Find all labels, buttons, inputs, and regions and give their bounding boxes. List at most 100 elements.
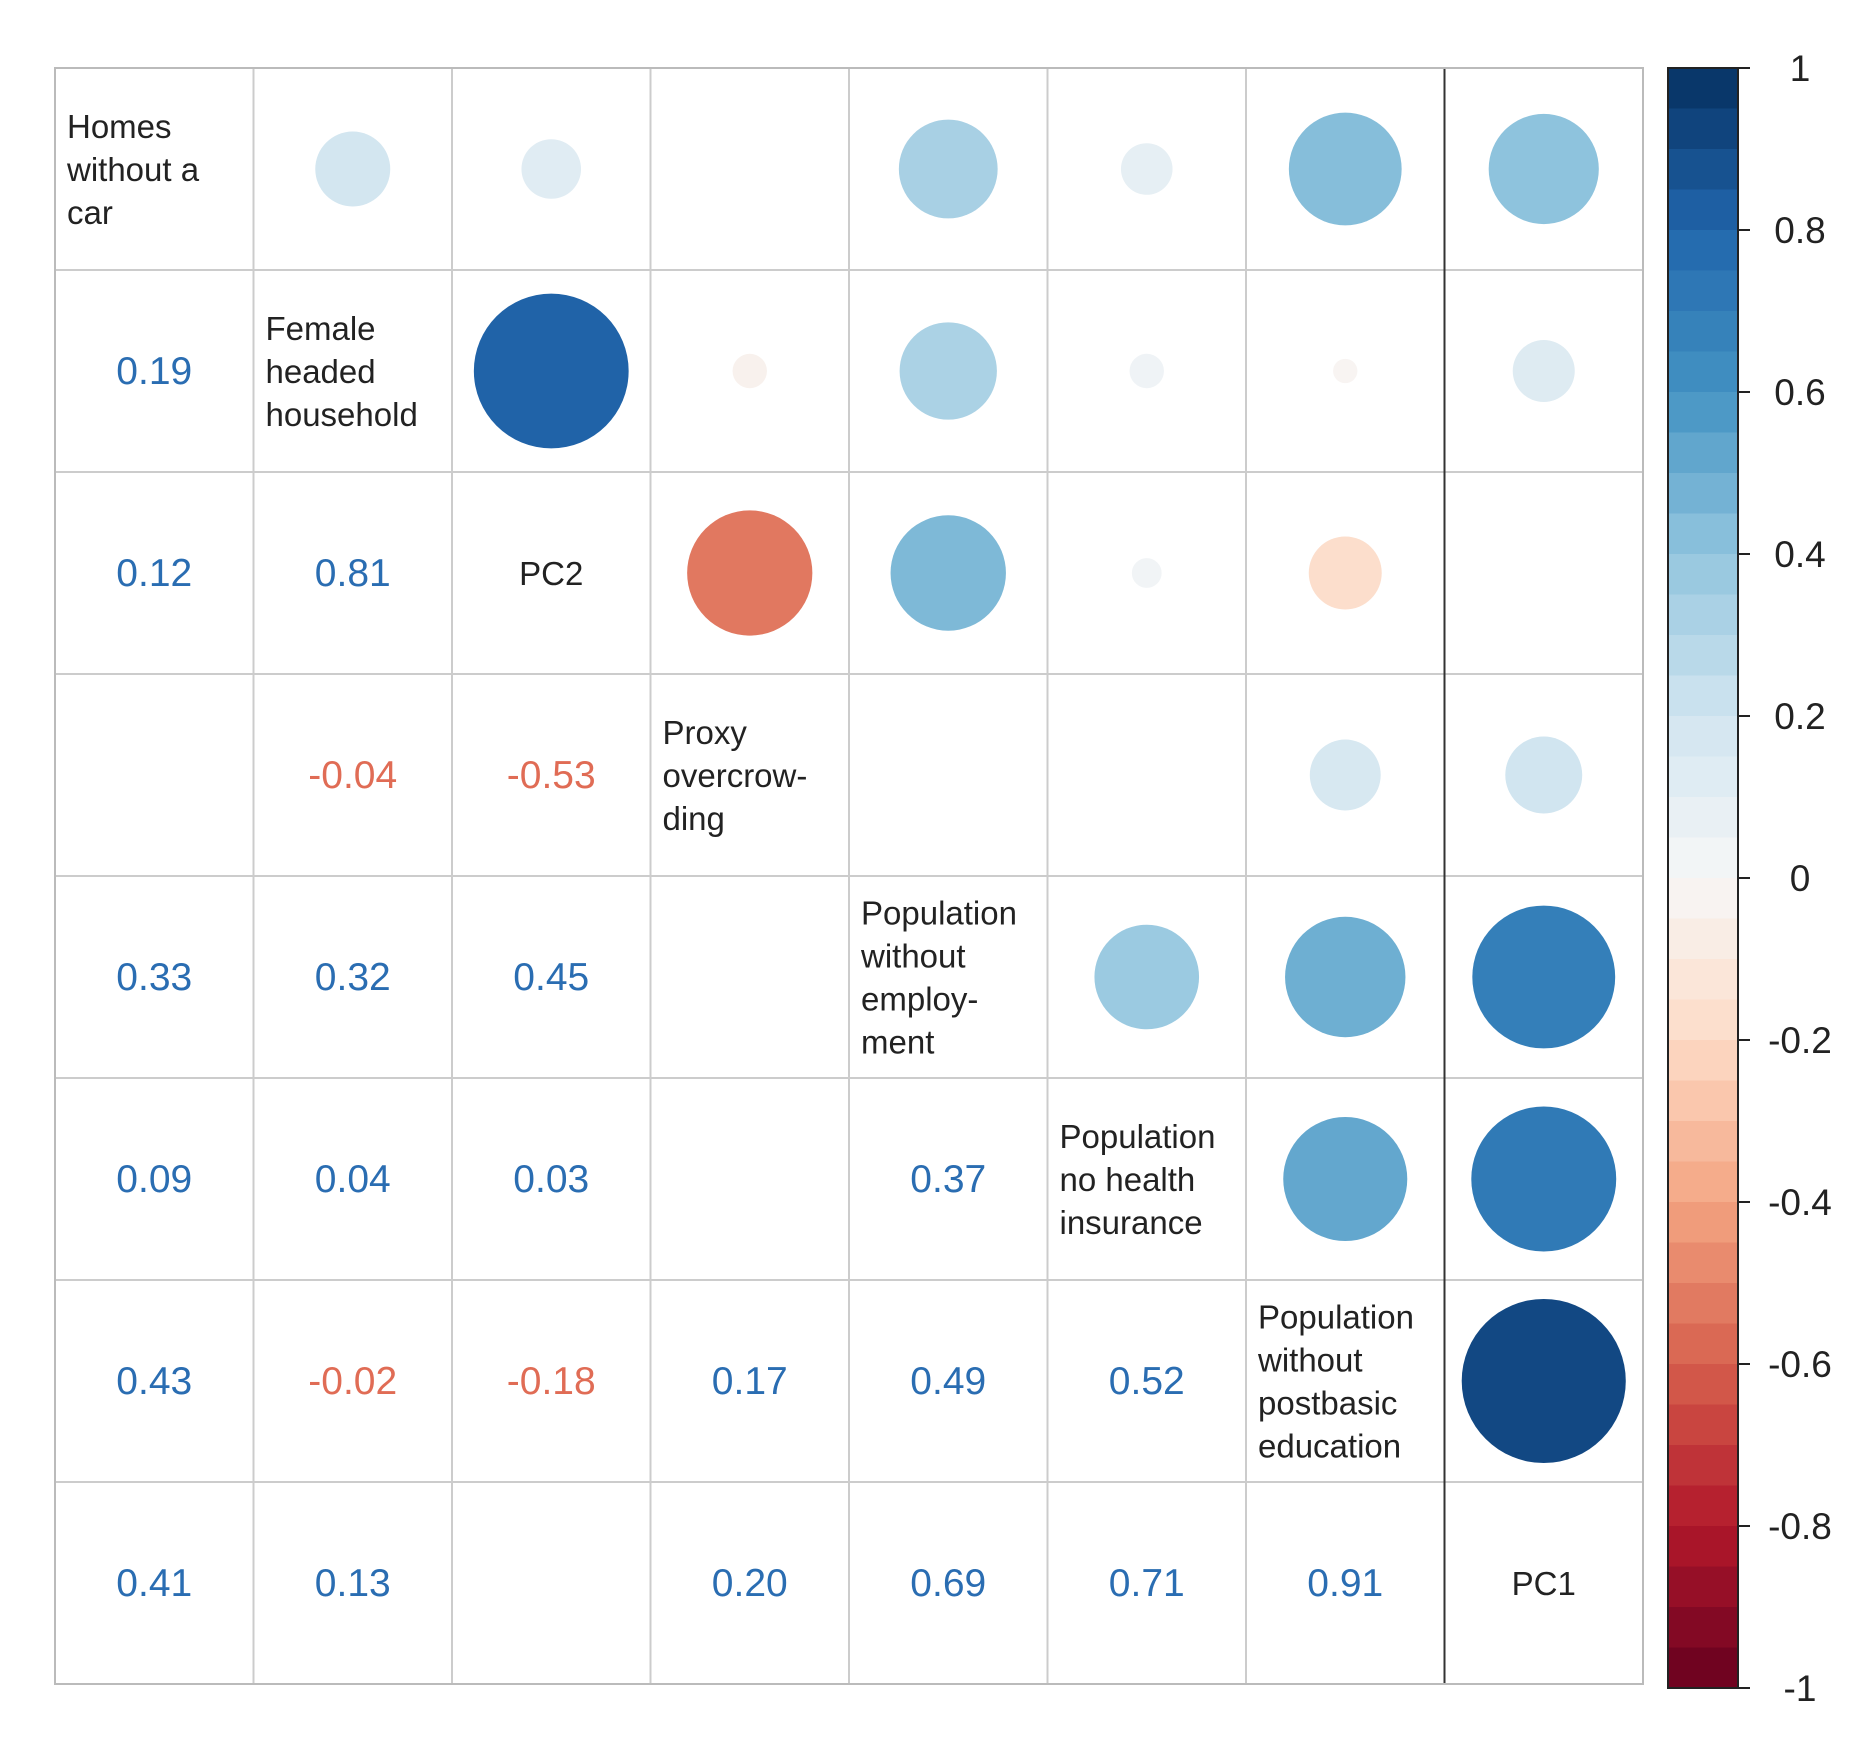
colorbar-segment: [1668, 1445, 1738, 1487]
diagonal-label-line: ding: [663, 800, 725, 837]
diagonal-label-line: Population: [1060, 1118, 1216, 1155]
correlation-value: -0.02: [308, 1360, 397, 1403]
diagonal-label-line: without: [1257, 1341, 1363, 1378]
colorbar-segment: [1668, 1242, 1738, 1284]
diagonal-label-line: Homes: [67, 108, 172, 145]
colorbar-segment: [1668, 635, 1738, 677]
diagonal-label: Population without postbasic education: [1257, 1298, 1414, 1464]
colorbar-tick-label: 0.4: [1774, 534, 1825, 575]
colorbar-segment: [1668, 1283, 1738, 1325]
colorbar-segment: [1668, 1364, 1738, 1406]
colorbar-segment: [1668, 392, 1738, 434]
correlation-value: 0.09: [116, 1158, 192, 1201]
colorbar-segment: [1668, 1404, 1738, 1446]
correlation-circle: [1505, 736, 1583, 814]
diagonal-label-line: household: [266, 396, 418, 433]
diagonal-label-line: PC1: [1512, 1565, 1576, 1602]
colorbar-segment: [1668, 230, 1738, 272]
correlation-value: 0.49: [910, 1360, 986, 1403]
diagonal-label: Proxy overcrow-ding: [663, 714, 808, 837]
correlation-circle: [1094, 924, 1200, 1030]
correlation-value: 0.32: [315, 956, 391, 999]
diagonal-label-line: without a: [66, 151, 200, 188]
colorbar-segment: [1668, 594, 1738, 636]
matrix-frame: [54, 67, 1644, 1685]
colorbar-segment: [1668, 1080, 1738, 1122]
correlation-value: 0.03: [513, 1158, 589, 1201]
colorbar-segment: [1668, 1161, 1738, 1203]
correlation-value: 0.43: [116, 1360, 192, 1403]
colorbar-segment: [1668, 68, 1738, 110]
diagonal-label-line: Female: [266, 310, 376, 347]
diagonal-label-line: PC2: [519, 555, 583, 592]
diagonal-label-line: postbasic: [1258, 1384, 1397, 1421]
correlation-circle: [315, 131, 391, 207]
correlation-circle: [521, 139, 582, 199]
colorbar-tick-label: -0.8: [1768, 1506, 1832, 1547]
colorbar-segment: [1668, 1526, 1738, 1568]
colorbar-segment: [1668, 1566, 1738, 1608]
colorbar-tick-label: 1: [1790, 48, 1811, 89]
colorbar-segment: [1668, 189, 1738, 231]
correlation-value: -0.04: [308, 754, 397, 797]
colorbar-segment: [1668, 1121, 1738, 1163]
diagonal-label-line: without: [860, 937, 966, 974]
colorbar-segment: [1668, 797, 1738, 839]
colorbar-tick-label: 0.8: [1774, 210, 1825, 251]
colorbar-segment: [1668, 918, 1738, 960]
correlation-value: 0.69: [910, 1562, 986, 1605]
colorbar-segment: [1668, 351, 1738, 393]
diagonal-label-line: Population: [861, 894, 1017, 931]
correlation-circle: [1131, 558, 1162, 588]
correlation-value: 0.04: [315, 1158, 391, 1201]
correlation-circle: [473, 293, 629, 449]
diagonal-label-line: headed: [266, 353, 376, 390]
colorbar-segment: [1668, 432, 1738, 474]
correlation-circle: [1120, 143, 1173, 195]
correlation-value: 0.41: [116, 1562, 192, 1605]
matrix-marks: Homes without a car 0.19 Female headed househo…: [66, 108, 1626, 1605]
correlation-circle: [899, 322, 997, 420]
colorbar-segment: [1668, 1485, 1738, 1527]
correlation-value: 0.19: [116, 350, 192, 393]
colorbar-tick-label: 0.6: [1774, 372, 1825, 413]
diagonal-label: Female headed household: [266, 310, 418, 433]
correlation-circle: [890, 515, 1006, 631]
diagonal-label-line: education: [1258, 1427, 1401, 1464]
correlation-circle: [732, 353, 767, 389]
correlation-circle: [1472, 905, 1616, 1049]
diagonal-label-line: ment: [861, 1023, 934, 1060]
correlation-value: -0.53: [507, 754, 596, 797]
colorbar-tick-label: -0.6: [1768, 1344, 1832, 1385]
correlation-value: 0.17: [712, 1360, 788, 1403]
colorbar-tick-label: 0.2: [1774, 696, 1825, 737]
correlation-circle: [1471, 1106, 1617, 1252]
correlation-circle: [898, 119, 998, 219]
correlation-circle: [1288, 112, 1402, 226]
correlation-value: 0.71: [1109, 1562, 1185, 1605]
correlation-value: 0.81: [315, 552, 391, 595]
correlation-value: 0.12: [116, 552, 192, 595]
colorbar-segment: [1668, 554, 1738, 596]
diagonal-label-line: overcrow-: [663, 757, 808, 794]
colorbar-segment: [1668, 959, 1738, 1001]
colorbar-segment: [1668, 878, 1738, 920]
diagonal-label: Population no health insurance: [1060, 1118, 1216, 1241]
correlation-circle: [1285, 916, 1406, 1038]
correlation-circle: [1309, 739, 1381, 811]
correlation-circle: [1461, 1298, 1626, 1464]
colorbar-tick-label: 0: [1790, 858, 1811, 899]
colorbar-segment: [1668, 311, 1738, 353]
colorbar-segment: [1668, 999, 1738, 1041]
colorbar-legend: 1 0.8 0.6 0.4 0.2 0 -0.2 -0.4 -0.6 -0.8 -1: [1667, 48, 1832, 1709]
colorbar-tick-label: -0.2: [1768, 1020, 1832, 1061]
correlation-value: 0.45: [513, 956, 589, 999]
colorbar-segment: [1668, 756, 1738, 798]
colorbar-segment: [1668, 716, 1738, 758]
correlation-circle: [1129, 353, 1164, 389]
diagonal-label: PC1: [1512, 1565, 1576, 1602]
colorbar-segment: [1668, 513, 1738, 555]
correlation-circle: [1333, 358, 1358, 384]
colorbar-segment: [1668, 1202, 1738, 1244]
